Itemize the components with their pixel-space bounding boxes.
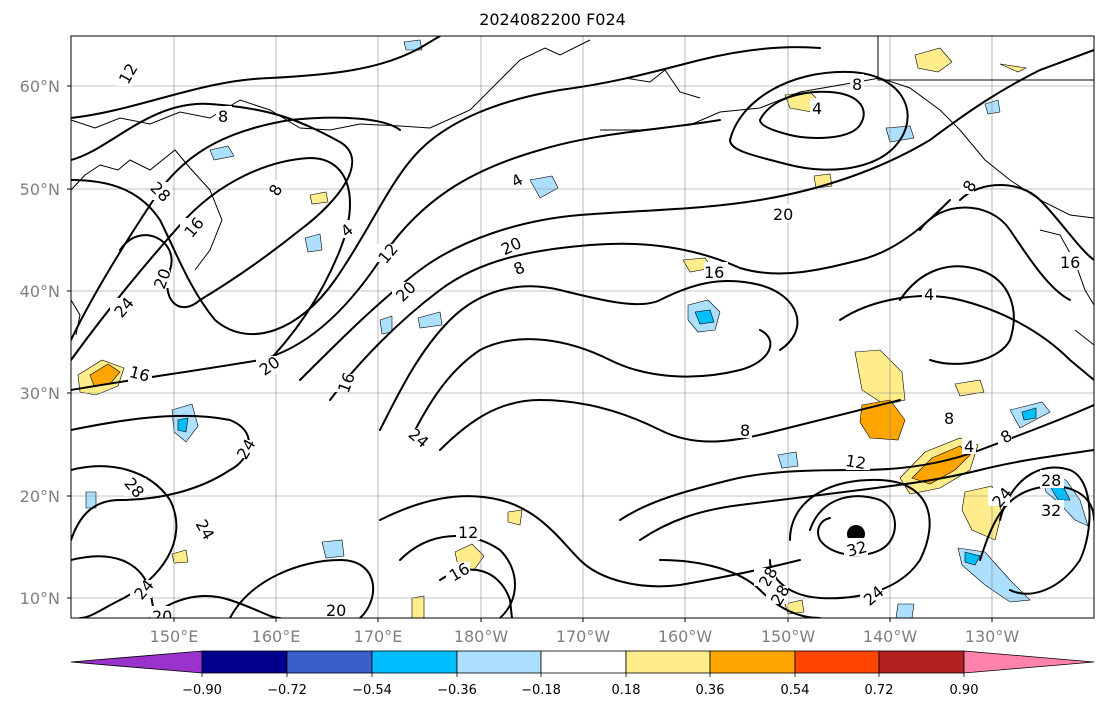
- longitude-labels: 150°E 160°E 170°E 180°W 170°W 160°W 150°…: [150, 627, 1020, 646]
- colorbar-segment: [70, 650, 203, 674]
- shade-neg-patch: [885, 125, 915, 143]
- colorbar-segment: [709, 650, 796, 674]
- colorbar-tick-label: −0.54: [352, 683, 392, 698]
- shade-neg-patch: [321, 539, 345, 559]
- shade-neg-patch: [984, 99, 1001, 115]
- colorbar-segment: [456, 650, 542, 674]
- contour-label: 20: [152, 607, 172, 626]
- lon-label: 150°W: [761, 627, 816, 646]
- shade-neg-patch: [964, 551, 981, 566]
- shade-neg-patch: [177, 417, 189, 433]
- shade-neg-patch: [895, 603, 915, 618]
- lon-label: 130°W: [965, 627, 1020, 646]
- colorbar-tick-label: −0.36: [437, 683, 477, 698]
- colorbar-tick-label: 0.90: [950, 683, 979, 698]
- contour-label: 12: [844, 451, 867, 473]
- colorbar-segment: [794, 650, 880, 674]
- contour-label: 32: [845, 537, 870, 561]
- shade-pos-patch: [911, 445, 971, 485]
- shade-neg-patch: [403, 39, 423, 51]
- shade-pos-patch: [854, 349, 906, 406]
- lon-label: 160°W: [658, 627, 713, 646]
- colorbar-segment: [371, 650, 458, 674]
- lon-label: 170°E: [354, 627, 403, 646]
- lon-label: 170°W: [556, 627, 611, 646]
- colorbar-segment: [625, 650, 711, 674]
- lon-label: 160°E: [252, 627, 301, 646]
- shade-pos-patch: [914, 47, 953, 73]
- shaded-regions: [77, 39, 1089, 618]
- contour-label: 28: [1041, 471, 1061, 490]
- contour-label: 4: [812, 99, 822, 118]
- contour-label: 32: [1041, 501, 1061, 520]
- contour-label: 4: [964, 437, 974, 456]
- contour-label: 16: [1060, 253, 1080, 272]
- contour-label: 8: [218, 107, 228, 126]
- colorbar-segment: [963, 650, 1095, 674]
- colorbar-tick-label: −0.72: [267, 683, 307, 698]
- lon-label: 150°E: [150, 627, 199, 646]
- shade-pos-patch: [999, 63, 1027, 73]
- contour-label: 16: [127, 362, 152, 386]
- axis-ticks: [67, 85, 993, 622]
- contour-label-group: 12 8 28 16 24 20 4 12 20 16 20 8 20 8 4 …: [110, 60, 1082, 626]
- contour-label: 16: [704, 263, 724, 282]
- colorbar-segment: [286, 650, 373, 674]
- shade-pos-patch: [954, 379, 985, 397]
- lat-label: 10°N: [20, 589, 60, 608]
- lat-label: 20°N: [20, 487, 60, 506]
- contour-label: 20: [773, 205, 793, 224]
- colorbar: [70, 650, 1095, 677]
- contour-label: 8: [944, 409, 954, 428]
- map-title: 2024082200 F024: [479, 10, 626, 29]
- colorbar-segment: [540, 650, 627, 674]
- lat-label: 60°N: [20, 77, 60, 96]
- shade-pos-patch: [411, 595, 425, 618]
- lon-label: 180°W: [454, 627, 509, 646]
- shade-neg-patch: [694, 309, 715, 325]
- colorbar-segment: [201, 650, 288, 674]
- lat-label: 50°N: [20, 180, 60, 199]
- shade-neg-patch: [1021, 407, 1037, 421]
- colorbar-tick-label: −0.18: [521, 683, 561, 698]
- contour-label: 8: [852, 75, 862, 94]
- colorbar-tick-labels: −0.90 −0.72 −0.54 −0.36 −0.18 0.18 0.36 …: [182, 683, 978, 698]
- map-background: [71, 36, 1094, 618]
- colorbar-segment: [878, 650, 965, 674]
- shade-neg-patch: [209, 145, 235, 161]
- shade-pos-patch: [89, 363, 121, 387]
- colorbar-tick-label: 0.54: [781, 683, 810, 698]
- lon-label: 140°W: [863, 627, 918, 646]
- colorbar-tick-label: 0.36: [696, 683, 725, 698]
- lat-label: 30°N: [20, 384, 60, 403]
- shade-neg-patch: [417, 311, 443, 329]
- colorbar-tick-label: −0.90: [182, 683, 222, 698]
- shade-pos-patch: [171, 549, 189, 564]
- lat-label: 40°N: [20, 282, 60, 301]
- contour-label: 4: [924, 285, 934, 304]
- contour-label: 8: [740, 421, 750, 440]
- latitude-labels: 60°N 50°N 40°N 30°N 20°N 10°N: [20, 77, 60, 608]
- shade-pos-patch: [309, 191, 329, 205]
- contour-label: 20: [326, 601, 346, 620]
- colorbar-tick-label: 0.18: [612, 683, 641, 698]
- contour-label: 12: [458, 523, 478, 542]
- colorbar-tick-label: 0.72: [865, 683, 894, 698]
- shade-neg-patch: [304, 233, 323, 253]
- shade-pos-patch: [507, 509, 523, 526]
- shade-neg-patch: [529, 175, 559, 199]
